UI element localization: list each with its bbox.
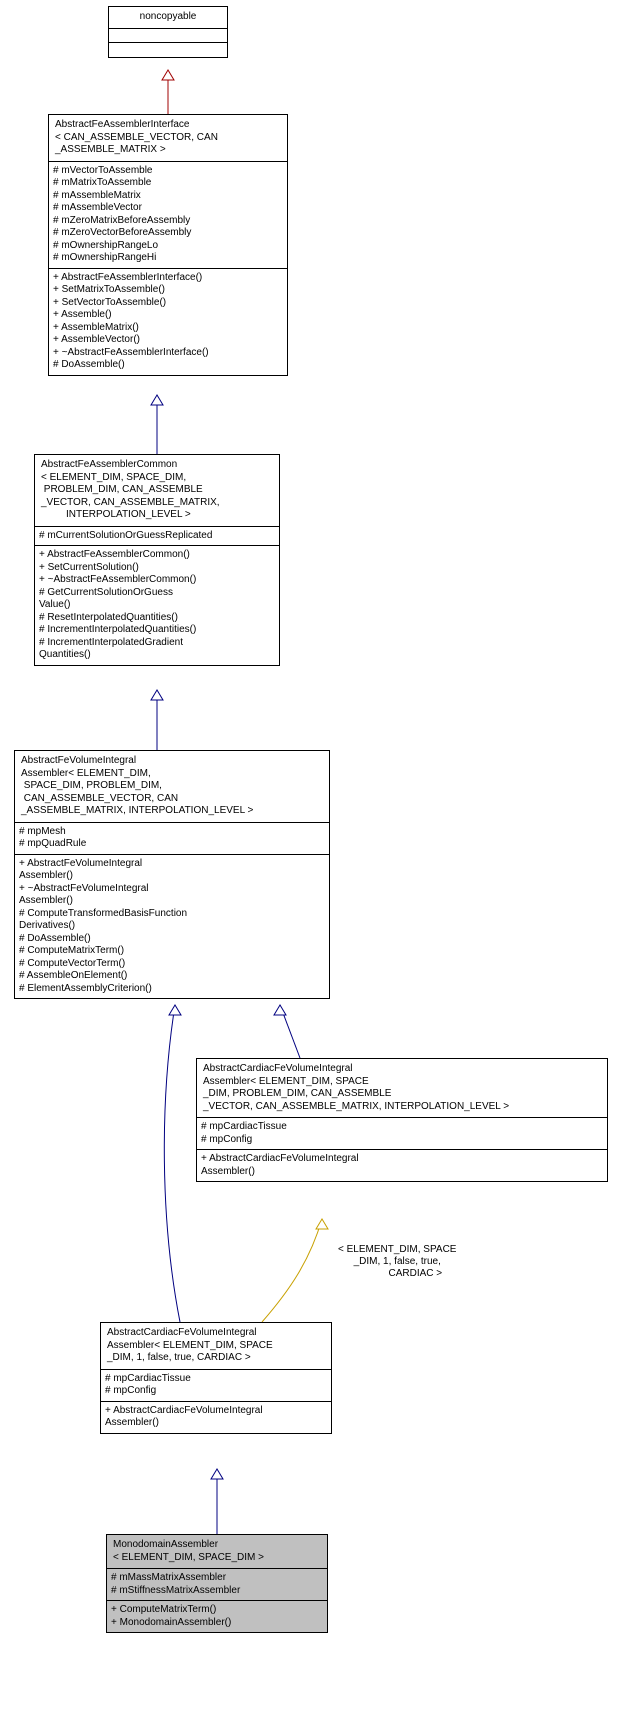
class-afai-attrs: # mVectorToAssemble # mMatrixToAssemble …	[49, 162, 287, 269]
class-acfvia-generic: AbstractCardiacFeVolumeIntegral Assemble…	[196, 1058, 608, 1182]
class-afac-attrs: # mCurrentSolutionOrGuessReplicated	[35, 527, 279, 547]
class-noncopyable: noncopyable	[108, 6, 228, 58]
class-monodomain-ops: + ComputeMatrixTerm() + MonodomainAssemb…	[107, 1601, 327, 1632]
class-monodomain-title: MonodomainAssembler < ELEMENT_DIM, SPACE…	[107, 1535, 327, 1569]
class-afac: AbstractFeAssemblerCommon < ELEMENT_DIM,…	[34, 454, 280, 666]
class-afai: AbstractFeAssemblerInterface < CAN_ASSEM…	[48, 114, 288, 376]
class-afac-ops: + AbstractFeAssemblerCommon() + SetCurre…	[35, 546, 279, 665]
class-noncopyable-attrs	[109, 29, 227, 43]
class-afvia: AbstractFeVolumeIntegral Assembler< ELEM…	[14, 750, 330, 999]
class-noncopyable-ops	[109, 43, 227, 57]
class-afvia-title: AbstractFeVolumeIntegral Assembler< ELEM…	[15, 751, 329, 823]
class-afvia-attrs: # mpMesh # mpQuadRule	[15, 823, 329, 855]
class-acfvia-generic-ops: + AbstractCardiacFeVolumeIntegral Assemb…	[197, 1150, 607, 1181]
class-acfvia-spec-title: AbstractCardiacFeVolumeIntegral Assemble…	[101, 1323, 331, 1370]
class-afac-title: AbstractFeAssemblerCommon < ELEMENT_DIM,…	[35, 455, 279, 527]
class-afai-ops: + AbstractFeAssemblerInterface() + SetMa…	[49, 269, 287, 375]
class-acfvia-generic-title: AbstractCardiacFeVolumeIntegral Assemble…	[197, 1059, 607, 1118]
class-noncopyable-title: noncopyable	[109, 7, 227, 29]
class-monodomain: MonodomainAssembler < ELEMENT_DIM, SPACE…	[106, 1534, 328, 1633]
template-edge-label: < ELEMENT_DIM, SPACE _DIM, 1, false, tru…	[338, 1244, 456, 1280]
class-afvia-ops: + AbstractFeVolumeIntegral Assembler() +…	[15, 855, 329, 999]
class-acfvia-generic-attrs: # mpCardiacTissue # mpConfig	[197, 1118, 607, 1150]
class-acfvia-spec-attrs: # mpCardiacTissue # mpConfig	[101, 1370, 331, 1402]
class-monodomain-attrs: # mMassMatrixAssembler # mStiffnessMatri…	[107, 1569, 327, 1601]
class-acfvia-spec-ops: + AbstractCardiacFeVolumeIntegral Assemb…	[101, 1402, 331, 1433]
class-afai-title: AbstractFeAssemblerInterface < CAN_ASSEM…	[49, 115, 287, 162]
class-acfvia-spec: AbstractCardiacFeVolumeIntegral Assemble…	[100, 1322, 332, 1434]
